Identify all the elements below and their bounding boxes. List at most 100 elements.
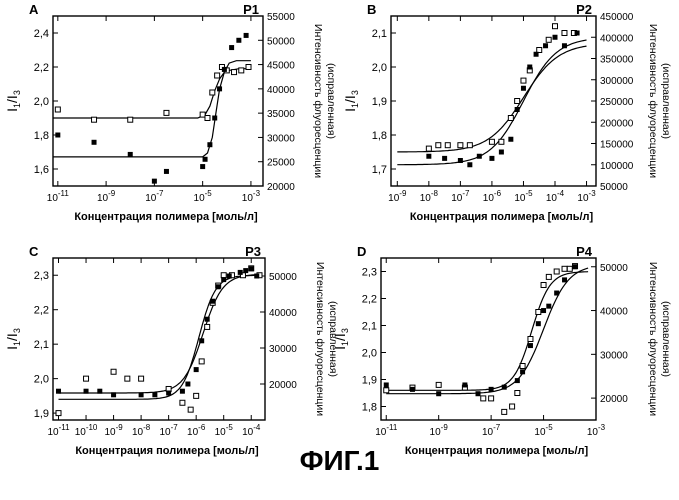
y2-tick-label: 100000 (600, 161, 634, 172)
data-point-filled (200, 164, 206, 170)
y2-axis-sublabel: (исправленная) (660, 63, 672, 139)
data-point-open (466, 142, 473, 149)
panel-title: P4 (576, 244, 593, 259)
y-tick-label: 2,0 (34, 374, 49, 386)
data-point-open (501, 408, 508, 415)
data-point-filled (127, 151, 133, 157)
data-point-filled (236, 37, 242, 43)
data-point-filled (151, 178, 157, 184)
data-point-filled (546, 303, 552, 309)
data-point-filled (199, 338, 205, 344)
data-point-open (193, 392, 200, 399)
panels-group: A P1 10-11 10-9 10-7 10-5 10-3 1,6 1,8 2,0 2,2 2,4 2… (4, 2, 672, 457)
data-point-filled (561, 43, 567, 49)
y-tick-label: 1,6 (34, 164, 49, 176)
y2-tick-label: 50000 (269, 272, 297, 283)
x-tick-label: 10-7 (451, 189, 470, 204)
data-point-open (383, 387, 390, 394)
data-point-filled (97, 388, 103, 394)
panel-letter: C (29, 244, 39, 259)
data-point-open (55, 410, 62, 417)
y-tick-label: 2,2 (34, 62, 49, 74)
data-point-open (214, 72, 221, 79)
y-axis-label: I1/I3 (332, 328, 350, 350)
y2-tick-label: 350000 (600, 55, 634, 66)
y2-tick-label: 450000 (600, 12, 634, 23)
x-tick-label: 10-7 (160, 423, 179, 438)
y-tick-label: 2,0 (362, 348, 377, 360)
plot-frame (52, 257, 266, 421)
x-tick-label: 10-11 (375, 423, 398, 438)
y2-tick-label: 50000 (267, 36, 295, 47)
data-point-filled (498, 149, 504, 155)
y-axis-label: I1/I3 (342, 90, 360, 112)
y2-tick-label: 150000 (600, 140, 634, 151)
data-point-open (220, 272, 227, 279)
data-point-open (187, 406, 194, 413)
y2-tick-label: 55000 (267, 12, 295, 23)
data-point-filled (514, 378, 520, 384)
y2-tick-label: 45000 (267, 61, 295, 72)
data-point-filled (179, 388, 185, 394)
x-tick-label: 10-8 (420, 189, 439, 204)
fit-line (53, 68, 251, 119)
data-point-filled (91, 139, 97, 145)
x-tick-label: 10-9 (430, 423, 449, 438)
data-point-open (425, 145, 432, 152)
panel-title: P2 (576, 2, 592, 17)
data-point-filled (488, 386, 494, 392)
x-tick-label: 10-6 (483, 189, 502, 204)
data-point-filled (55, 132, 61, 138)
data-point-open (435, 381, 442, 388)
fit-line (397, 39, 587, 166)
data-point-filled (535, 321, 541, 327)
y2-tick-label: 30000 (600, 350, 628, 361)
y2-tick-label: 20000 (269, 380, 297, 391)
y-tick-label: 1,8 (34, 130, 49, 142)
y-tick-label: 2,3 (34, 270, 49, 282)
y-tick-label: 2,4 (34, 28, 49, 40)
x-tick-label: 10-11 (47, 423, 70, 438)
data-point-open (245, 64, 252, 70)
chart-panel: B P2 10-9 10-8 10-7 10-6 10-5 10-4 10-3 1,7 1,8 1,9… (342, 2, 672, 223)
data-point-open (480, 395, 487, 402)
data-point-open (545, 36, 552, 43)
data-point-filled (226, 273, 232, 279)
data-point-open (204, 323, 211, 330)
data-point-filled (221, 66, 227, 72)
data-point-filled (207, 142, 213, 148)
data-point-open (91, 116, 98, 123)
data-point-filled (574, 30, 580, 36)
y2-axis-label: Интенсивность флуоресценции (647, 262, 659, 416)
data-point-open (435, 142, 442, 149)
data-point-filled (202, 156, 208, 162)
data-point-filled (215, 284, 221, 290)
data-point-open (566, 265, 573, 272)
data-point-open (83, 375, 90, 382)
data-point-open (179, 399, 186, 406)
y2-tick-label: 20000 (600, 394, 628, 405)
data-point-filled (562, 277, 568, 283)
x-tick-label: 10-9 (97, 189, 116, 204)
x-tick-label: 10-4 (546, 189, 565, 204)
data-point-filled (520, 85, 526, 91)
y-tick-label: 2,2 (34, 305, 49, 317)
fit-line (386, 271, 589, 391)
data-series (56, 266, 260, 398)
y2-tick-label: 50000 (600, 182, 628, 193)
data-point-open (163, 109, 170, 116)
data-point-open (498, 138, 505, 145)
data-point-open (561, 265, 568, 272)
fit-curves (397, 39, 587, 166)
data-point-open (514, 98, 521, 104)
data-point-open (514, 390, 521, 396)
data-point-filled (152, 392, 158, 398)
panel-letter: B (367, 2, 376, 17)
y-tick-label: 2,0 (372, 62, 387, 74)
y-tick-label: 1,9 (34, 408, 49, 420)
x-tick-label: 10-9 (104, 423, 123, 438)
x-tick-label: 10-6 (187, 423, 206, 438)
y-tick-label: 2,1 (34, 339, 49, 351)
x-axis-label: Концентрация полимера [моль/л] (405, 445, 589, 457)
y2-tick-label: 20000 (267, 182, 295, 193)
